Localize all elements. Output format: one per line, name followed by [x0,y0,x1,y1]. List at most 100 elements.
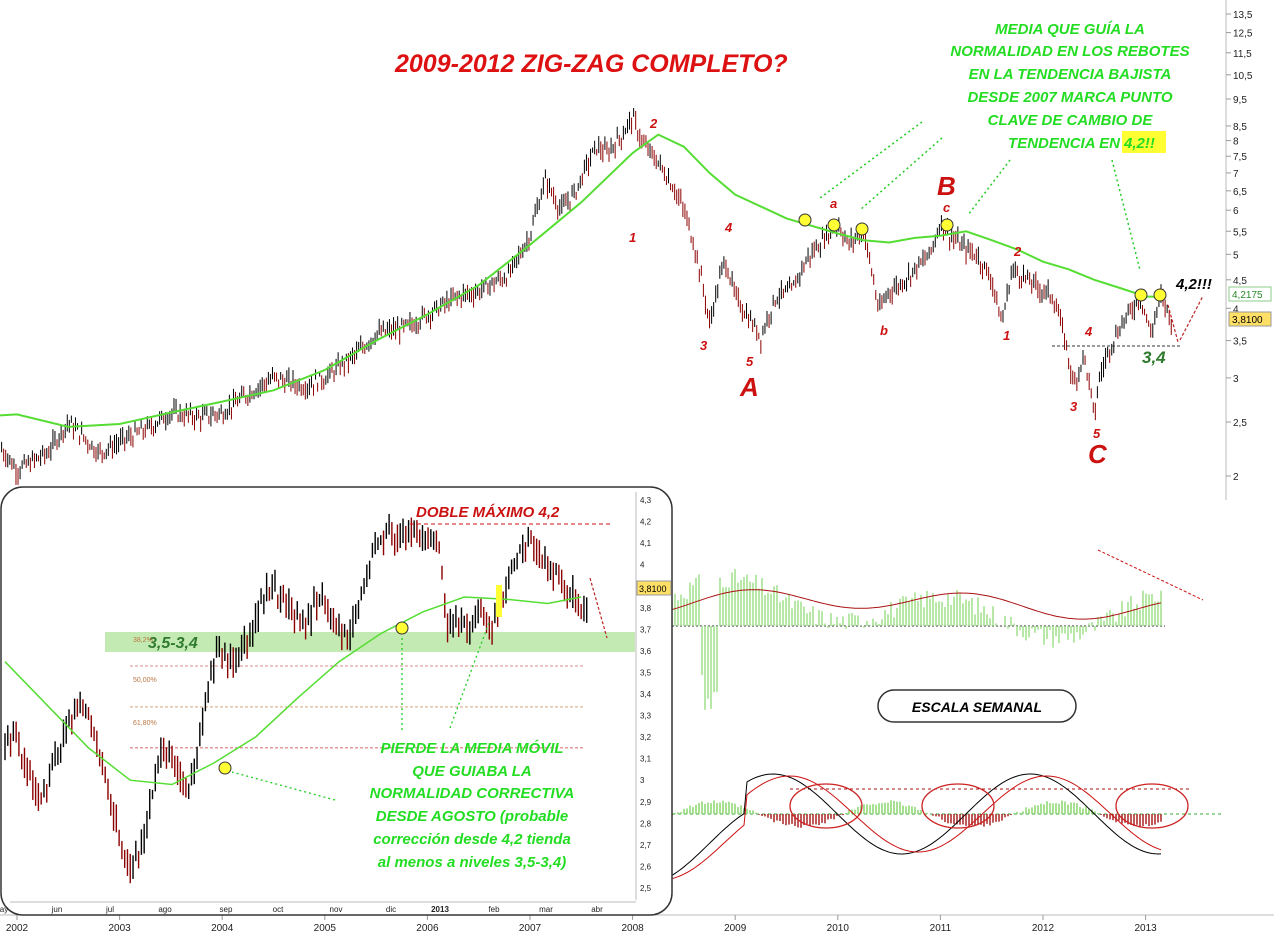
inset-y-tick-label: 3,1 [640,755,652,764]
note-arrow-2 [859,137,943,211]
inset-x-tick-label: mar [539,905,553,914]
inset-y-tick-label: 4,1 [640,539,652,548]
oscillator-line [671,773,1162,876]
inset-y-tick-label: 4,2 [640,518,652,527]
inset-y-tick-label: 3,6 [640,647,652,656]
fib-label: 38,2% [133,637,153,644]
wave-label: 1 [1003,328,1010,343]
y-tick-label: 6 [1233,206,1239,217]
ma-note-line-4: DESDE 2007 MARCA PUNTO [967,89,1172,106]
inset-note-line: DESDE AGOSTO (probable [376,808,569,825]
inset-y-tick-label: 4 [640,561,645,570]
fib-label: 61,80% [133,720,157,727]
y-tick-label: 12,5 [1233,29,1253,40]
inset-x-tick-label: 2013 [431,905,449,914]
inset-x-tick-label: abr [591,905,603,914]
ma-touch-markers [798,213,1167,302]
inset-x-tick-label: feb [488,905,500,914]
wave-label: 2 [1013,244,1022,259]
inset-frame [0,486,673,916]
wave-label: 5 [746,354,754,369]
inset-y-tick-label: 2,8 [640,819,652,828]
last-close-label: 3,8100 [1232,315,1263,326]
ma-value-label: 4,2175 [1232,290,1263,301]
projection-arrow-up [1179,295,1204,341]
ma-note-line-2: NORMALIDAD EN LOS REBOTES [950,43,1189,60]
wave-labels: 1 2 3 4 5 A a b c B 1 2 3 4 5 C [629,116,1108,469]
inset-x-axis-ticks: ay jun jul ago sep oct nov dic 2013 feb mar abr [0,905,603,914]
oscillator-signal-line [671,775,1162,880]
wave-label: b [880,323,888,338]
indicator-trend-line [1097,549,1204,601]
projection-arrow-down [1167,304,1179,343]
inset-y-tick-label: 2,9 [640,798,652,807]
inset-note-line: NORMALIDAD CORRECTIVA [370,785,575,802]
y-tick-label: 7,5 [1233,152,1247,163]
fib-label: 50,00% [133,677,157,684]
inset-moving-average [4,596,582,786]
inset-y-tick-label: 3,7 [640,625,652,634]
chart-title: 2009-2012 ZIG-ZAG COMPLETO? [394,50,788,78]
inset-support-zone [105,632,635,652]
inset-ma-touch-marker [395,621,409,635]
indicator-panels [671,549,1222,880]
inset-x-tick-label: dic [386,905,396,914]
wave-label: B [937,171,956,201]
x-tick-label: 2004 [211,923,234,934]
y-tick-label: 13,5 [1233,10,1253,21]
x-tick-label: 2008 [621,923,644,934]
inset-note-line: QUE GUIABA LA [412,763,531,780]
inset-x-tick-label: ago [158,905,172,914]
inset-last-close-box [636,580,672,596]
inset-zone-label: 3,5-3,4 [148,635,198,652]
oscillator-highlight-ellipse [921,783,995,829]
y-tick-label: 9,5 [1233,95,1247,106]
wave-label: 2 [649,116,658,131]
inset-x-tick-label: sep [220,905,233,914]
x-tick-label: 2013 [1134,923,1157,934]
ma-touch-marker [1134,288,1148,302]
inset-x-tick-label: jun [51,905,63,914]
wave-label: a [830,196,837,211]
moving-average-line [0,133,1167,428]
inset-x-tick-label: nov [330,905,343,914]
note-arrow-1 [819,121,923,199]
y-axis-ticks: 13,5 12,5 11,5 10,5 9,5 8,5 8 7,5 7 6,5 6 5,5 5 4,5 4 3… [1226,10,1253,483]
target-label: 4,2!!! [1175,276,1212,293]
inset-y-tick-label: 3,2 [640,733,652,742]
last-close-box [1228,311,1272,327]
x-tick-label: 2010 [827,923,850,934]
inset-title: DOBLE MÁXIMO 4,2 [416,504,560,521]
price-bars [1,108,1172,485]
inset-note-arrows [231,619,491,801]
projection-arrows [1167,295,1204,343]
y-tick-label: 8,5 [1233,122,1247,133]
inset-highlight-bar [496,585,502,617]
inset-note-line: PIERDE LA MEDIA MÓVIL [380,739,563,757]
inset-y-tick-label: 3,4 [640,690,652,699]
x-tick-label: 2002 [6,923,29,934]
inset-note-line: al menos a niveles 3,5-3,4) [378,854,566,871]
inset-y-tick-label: 2,6 [640,862,652,871]
note-arrow-3 [967,159,1011,216]
ma-note-line-3: EN LA TENDENCIA BAJISTA [969,66,1172,83]
y-tick-label: 10,5 [1233,71,1253,82]
y-tick-label: 4 [1233,304,1239,315]
y-tick-label: 2 [1233,472,1239,483]
inset-x-tick-label: oct [273,905,284,914]
inset-projection-arrow [589,577,608,639]
ma-value-box [1228,286,1272,302]
y-tick-label: 5 [1233,250,1239,261]
ma-note-line-1: MEDIA QUE GUÍA LA [995,21,1145,38]
x-tick-label: 2007 [519,923,542,934]
oscillator-highlight-ellipse [789,783,863,829]
inset-y-tick-label: 3,5 [640,668,652,677]
ma-note-highlight-box [1122,131,1166,153]
ma-touch-marker [855,222,869,236]
inset-note-line: corrección desde 4,2 tienda [373,831,571,848]
y-tick-label: 8 [1233,137,1239,148]
ma-touch-marker [1153,288,1167,302]
escala-box [877,689,1077,723]
wave-label: 5 [1093,426,1101,441]
inset-last-close-label: 3,8100 [639,584,667,594]
